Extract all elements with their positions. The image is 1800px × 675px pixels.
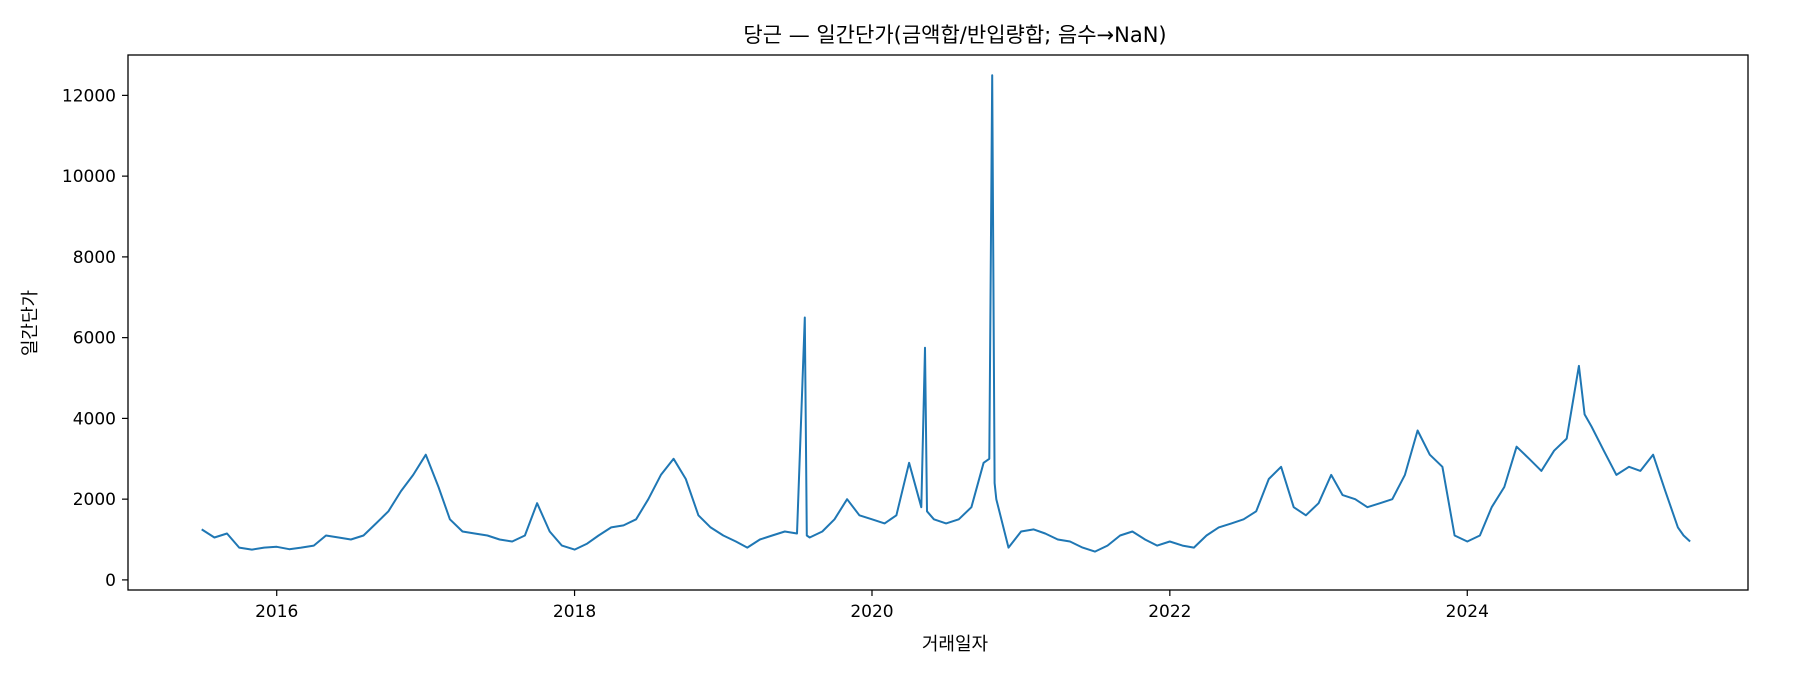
x-axis-label: 거래일자 [922,634,989,655]
x-tick-label: 2016 [255,602,298,622]
series-line [201,74,1691,553]
y-tick-label: 6000 [73,329,116,349]
y-tick-label: 0 [105,571,116,591]
y-tick-label: 8000 [73,248,116,268]
x-tick-label: 2018 [553,602,596,622]
y-tick-label: 4000 [73,409,116,429]
y-tick-label: 2000 [73,490,116,510]
x-axis: 2016 2018 2020 2022 2024 [255,590,1489,622]
y-axis: 0 2000 4000 6000 8000 10000 12000 [62,86,128,591]
y-tick-label: 12000 [62,86,116,106]
x-tick-label: 2020 [850,602,893,622]
y-axis-label: 일간단가 [20,290,41,356]
chart-title: 당근 — 일간단가(금액합/반입량합; 음수→NaN) [743,23,1166,47]
plot-layer [201,74,1691,553]
plot-frame [127,54,1749,591]
y-tick-label: 10000 [62,167,116,187]
x-tick-label: 2024 [1446,602,1489,622]
x-tick-label: 2022 [1148,602,1191,622]
